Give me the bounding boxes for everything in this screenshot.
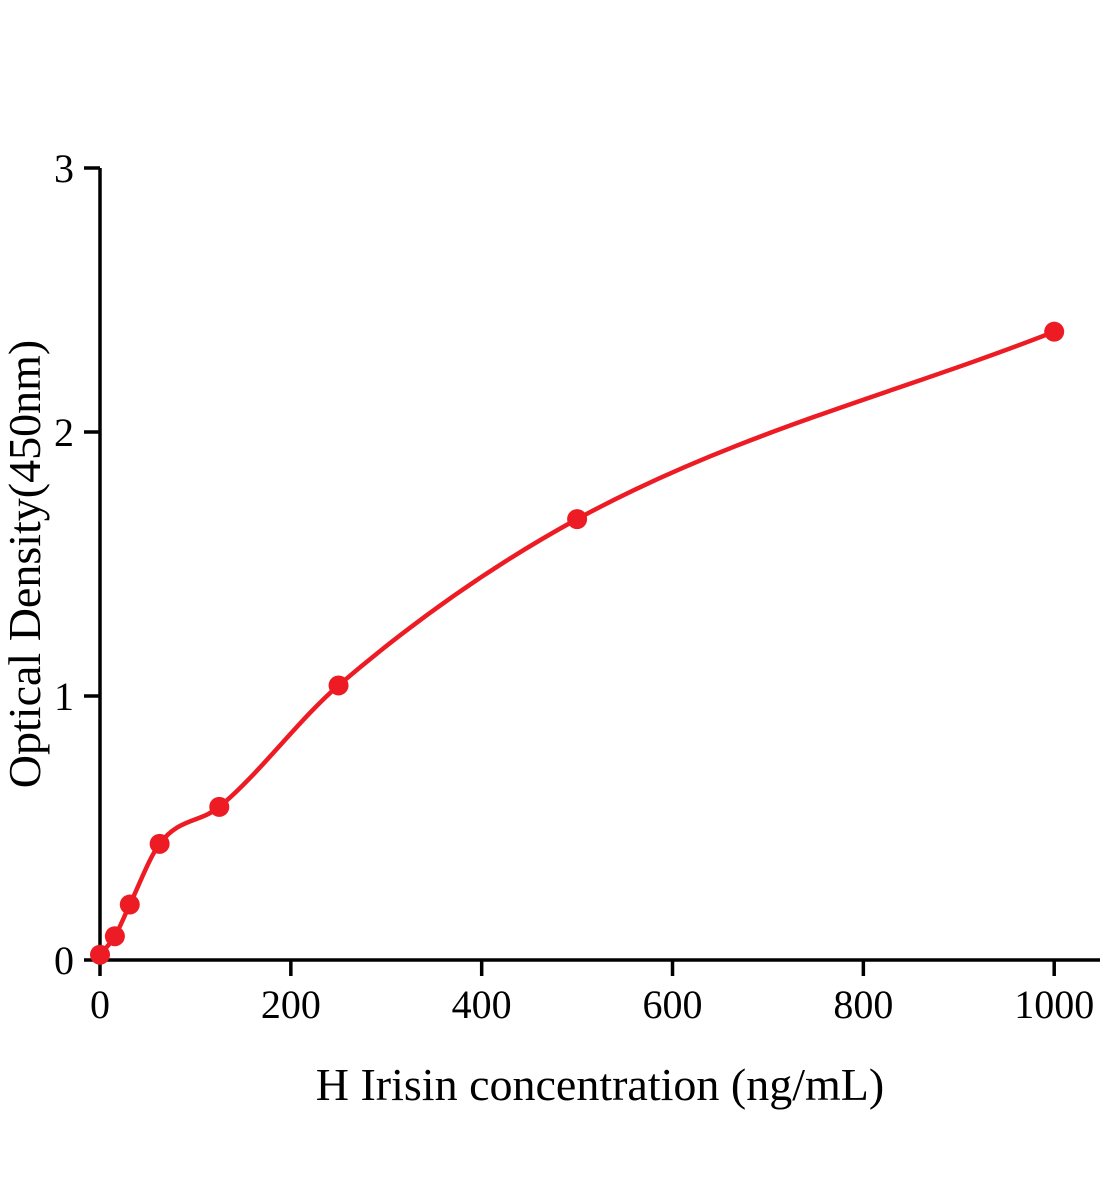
y-tick-label: 0 <box>54 938 74 983</box>
x-tick-label: 200 <box>261 982 321 1027</box>
data-point <box>90 944 110 965</box>
y-tick-label: 3 <box>54 146 74 191</box>
x-tick-label: 1000 <box>1014 982 1094 1027</box>
x-axis-title: H Irisin concentration (ng/mL) <box>316 1059 884 1110</box>
data-point <box>209 796 230 817</box>
data-point <box>104 926 125 947</box>
data-point <box>567 509 588 530</box>
x-tick-label: 800 <box>833 982 893 1027</box>
x-tick-label: 600 <box>643 982 703 1027</box>
x-tick-label: 0 <box>90 982 110 1027</box>
data-point <box>119 894 140 915</box>
fit-curve <box>97 329 1057 957</box>
data-point <box>149 833 170 854</box>
y-tick-label: 1 <box>54 674 74 719</box>
y-tick-label: 2 <box>54 410 74 455</box>
data-point <box>328 675 349 696</box>
y-axis-title: Optical Density(450nm) <box>0 340 50 788</box>
x-tick-label: 400 <box>452 982 512 1027</box>
data-point <box>1044 321 1065 342</box>
